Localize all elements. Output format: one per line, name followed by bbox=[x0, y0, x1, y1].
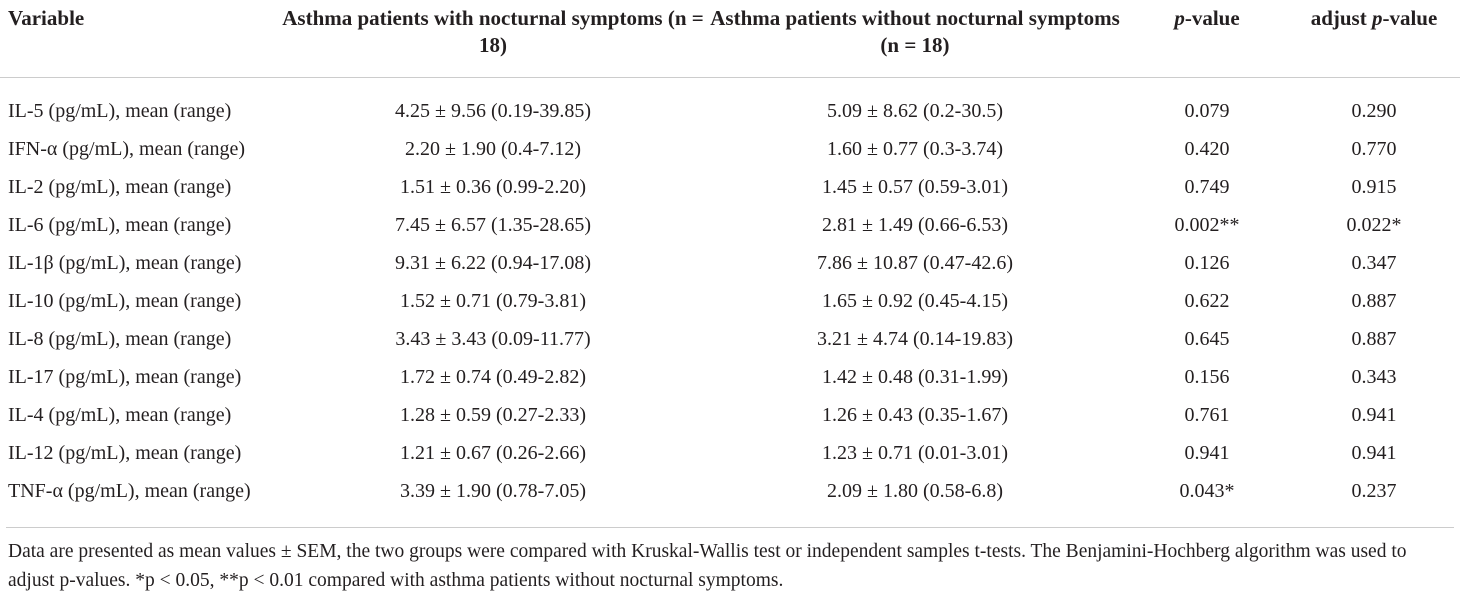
table-body: IL-5 (pg/mL), mean (range) 4.25 ± 9.56 (0… bbox=[0, 78, 1460, 511]
cell-adjust-p-value: 0.887 bbox=[1351, 289, 1397, 312]
cell-group1: 1.52 ± 0.71 (0.79-3.81) bbox=[400, 289, 586, 312]
cell-adjust-p-value: 0.915 bbox=[1351, 175, 1397, 198]
cell-p-value: 0.941 bbox=[1184, 441, 1230, 464]
cell-group2: 3.21 ± 4.74 (0.14-19.83) bbox=[817, 327, 1013, 350]
cell-p-value: 0.622 bbox=[1184, 289, 1230, 312]
column-header-adjust-p-value: adjust p-value bbox=[1288, 0, 1460, 78]
table-row: IL-12 (pg/mL), mean (range) 1.21 ± 0.67 (… bbox=[0, 434, 1460, 472]
p-value-suffix: -value bbox=[1184, 6, 1240, 30]
statistics-table: Variable Asthma patients with nocturnal … bbox=[0, 0, 1460, 511]
table-row: IL-2 (pg/mL), mean (range) 1.51 ± 0.36 (0… bbox=[0, 168, 1460, 206]
cell-adjust-p-value: 0.022* bbox=[1346, 213, 1402, 236]
cell-group1: 1.21 ± 0.67 (0.26-2.66) bbox=[400, 441, 586, 464]
table-row: TNF-α (pg/mL), mean (range) 3.39 ± 1.90 (… bbox=[0, 472, 1460, 510]
cell-group2: 1.65 ± 0.92 (0.45-4.15) bbox=[822, 289, 1008, 312]
cell-variable: IL-6 (pg/mL), mean (range) bbox=[8, 213, 232, 236]
cell-variable: IL-12 (pg/mL), mean (range) bbox=[8, 441, 242, 464]
cell-p-value: 0.079 bbox=[1184, 99, 1230, 122]
table-footnote: Data are presented as mean values ± SEM,… bbox=[6, 527, 1454, 595]
cell-group1: 1.51 ± 0.36 (0.99-2.20) bbox=[400, 175, 586, 198]
cell-group2: 2.09 ± 1.80 (0.58-6.8) bbox=[827, 479, 1003, 502]
cell-adjust-p-value: 0.347 bbox=[1351, 251, 1397, 274]
column-header-variable: Variable bbox=[0, 0, 282, 78]
table-row: IL-8 (pg/mL), mean (range) 3.43 ± 3.43 (0… bbox=[0, 320, 1460, 358]
cell-adjust-p-value: 0.290 bbox=[1351, 99, 1397, 122]
cell-p-value: 0.749 bbox=[1184, 175, 1230, 198]
cell-p-value: 0.002** bbox=[1174, 213, 1240, 236]
table-row: IL-5 (pg/mL), mean (range) 4.25 ± 9.56 (0… bbox=[0, 78, 1460, 131]
table-row: IL-17 (pg/mL), mean (range) 1.72 ± 0.74 (… bbox=[0, 358, 1460, 396]
cell-group1: 7.45 ± 6.57 (1.35-28.65) bbox=[395, 213, 591, 236]
cell-p-value: 0.645 bbox=[1184, 327, 1230, 350]
cell-adjust-p-value: 0.941 bbox=[1351, 403, 1397, 426]
table-row: IL-6 (pg/mL), mean (range) 7.45 ± 6.57 (1… bbox=[0, 206, 1460, 244]
adjust-p-value-italic-p: p bbox=[1371, 6, 1383, 30]
cell-p-value: 0.126 bbox=[1184, 251, 1230, 274]
table-header-row: Variable Asthma patients with nocturnal … bbox=[0, 0, 1460, 78]
cell-group1: 1.28 ± 0.59 (0.27-2.33) bbox=[400, 403, 586, 426]
column-header-p-value: p-value bbox=[1126, 0, 1288, 78]
cell-group2: 1.42 ± 0.48 (0.31-1.99) bbox=[822, 365, 1008, 388]
cell-group1: 9.31 ± 6.22 (0.94-17.08) bbox=[395, 251, 591, 274]
cell-variable: IL-2 (pg/mL), mean (range) bbox=[8, 175, 232, 198]
cell-adjust-p-value: 0.237 bbox=[1351, 479, 1397, 502]
cell-p-value: 0.761 bbox=[1184, 403, 1230, 426]
cell-group2: 1.45 ± 0.57 (0.59-3.01) bbox=[822, 175, 1008, 198]
cell-variable: IL-5 (pg/mL), mean (range) bbox=[8, 99, 232, 122]
table-row: IL-1β (pg/mL), mean (range) 9.31 ± 6.22 (… bbox=[0, 244, 1460, 282]
cell-group2: 5.09 ± 8.62 (0.2-30.5) bbox=[827, 99, 1003, 122]
cell-variable: IL-10 (pg/mL), mean (range) bbox=[8, 289, 242, 312]
cell-variable: IL-4 (pg/mL), mean (range) bbox=[8, 403, 232, 426]
cell-adjust-p-value: 0.887 bbox=[1351, 327, 1397, 350]
cell-group1: 4.25 ± 9.56 (0.19-39.85) bbox=[395, 99, 591, 122]
cell-group1: 1.72 ± 0.74 (0.49-2.82) bbox=[400, 365, 586, 388]
cell-variable: IL-17 (pg/mL), mean (range) bbox=[8, 365, 242, 388]
cell-adjust-p-value: 0.941 bbox=[1351, 441, 1397, 464]
p-value-italic-p: p bbox=[1174, 6, 1185, 30]
cell-variable: TNF-α (pg/mL), mean (range) bbox=[8, 479, 251, 502]
cell-adjust-p-value: 0.770 bbox=[1351, 137, 1397, 160]
cell-p-value: 0.420 bbox=[1184, 137, 1230, 160]
cell-group1: 2.20 ± 1.90 (0.4-7.12) bbox=[405, 137, 581, 160]
cell-group2: 1.26 ± 0.43 (0.35-1.67) bbox=[822, 403, 1008, 426]
column-header-group-without-symptoms: Asthma patients without nocturnal sympto… bbox=[704, 0, 1126, 78]
cell-p-value: 0.156 bbox=[1184, 365, 1230, 388]
cell-group2: 2.81 ± 1.49 (0.66-6.53) bbox=[822, 213, 1008, 236]
cell-p-value: 0.043* bbox=[1179, 479, 1235, 502]
cell-group1: 3.39 ± 1.90 (0.78-7.05) bbox=[400, 479, 586, 502]
cell-variable: IFN-α (pg/mL), mean (range) bbox=[8, 137, 246, 160]
cell-adjust-p-value: 0.343 bbox=[1351, 365, 1397, 388]
adjust-p-value-suffix: -value bbox=[1382, 6, 1438, 30]
column-header-group-with-symptoms: Asthma patients with nocturnal symptoms … bbox=[282, 0, 704, 78]
table-row: IL-4 (pg/mL), mean (range) 1.28 ± 0.59 (0… bbox=[0, 396, 1460, 434]
table-row: IFN-α (pg/mL), mean (range) 2.20 ± 1.90 (… bbox=[0, 130, 1460, 168]
cell-group2: 7.86 ± 10.87 (0.47-42.6) bbox=[817, 251, 1013, 274]
cell-variable: IL-1β (pg/mL), mean (range) bbox=[8, 251, 242, 274]
adjust-p-value-prefix: adjust bbox=[1310, 6, 1372, 30]
cell-group2: 1.60 ± 0.77 (0.3-3.74) bbox=[827, 137, 1003, 160]
cell-group2: 1.23 ± 0.71 (0.01-3.01) bbox=[822, 441, 1008, 464]
cell-group1: 3.43 ± 3.43 (0.09-11.77) bbox=[395, 327, 591, 350]
table-row: IL-10 (pg/mL), mean (range) 1.52 ± 0.71 (… bbox=[0, 282, 1460, 320]
cell-variable: IL-8 (pg/mL), mean (range) bbox=[8, 327, 232, 350]
